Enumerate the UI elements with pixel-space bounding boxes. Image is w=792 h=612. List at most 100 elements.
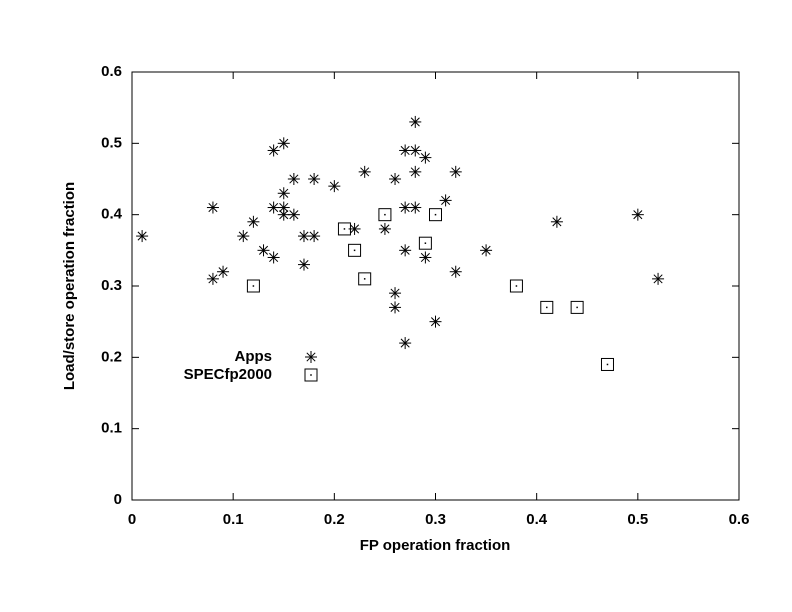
x-axis-label: FP operation fraction <box>360 537 511 554</box>
data-point <box>277 208 290 221</box>
marker-stroke <box>238 231 248 241</box>
data-point <box>570 300 584 314</box>
data-point <box>631 208 644 221</box>
data-point <box>600 357 614 371</box>
marker-dot <box>363 278 366 280</box>
marker-dot <box>576 306 578 309</box>
data-point <box>439 194 452 207</box>
x-tick-label: 0.1 <box>223 511 244 528</box>
marker-stroke <box>653 274 663 284</box>
y-axis-label: Load/store operation fraction <box>61 182 78 390</box>
data-point <box>449 265 462 278</box>
marker-stroke <box>390 302 400 312</box>
marker-stroke <box>309 174 319 184</box>
data-point <box>550 215 563 228</box>
y-tick-label: 0.5 <box>101 134 122 151</box>
data-point <box>419 151 432 164</box>
marker-stroke <box>410 117 420 127</box>
marker-dot <box>384 213 386 216</box>
legend-marker <box>305 351 317 363</box>
data-point <box>389 287 402 300</box>
marker-stroke <box>441 195 451 205</box>
data-point <box>217 265 230 278</box>
data-point <box>358 165 371 178</box>
marker-stroke <box>248 217 258 227</box>
marker-box <box>337 222 351 236</box>
data-point <box>308 173 321 185</box>
marker-stroke <box>451 167 461 177</box>
y-tick-label: 0.4 <box>101 206 123 223</box>
marker-stroke <box>390 174 400 184</box>
marker-stroke <box>430 317 441 327</box>
marker-stroke <box>306 352 316 362</box>
marker-box <box>358 272 372 286</box>
marker-stroke <box>481 245 491 255</box>
data-point <box>277 187 290 200</box>
marker-dot <box>343 228 346 230</box>
marker-stroke <box>420 153 430 163</box>
marker-dot <box>353 249 356 252</box>
data-point <box>399 337 412 350</box>
legend-label: Apps <box>235 348 273 365</box>
x-tick-label: 0.4 <box>526 511 548 528</box>
marker-stroke <box>420 252 430 263</box>
marker-stroke <box>309 231 319 241</box>
marker-stroke <box>410 145 420 156</box>
data-point <box>267 251 280 264</box>
marker-stroke <box>279 188 289 198</box>
y-tick-label: 0.2 <box>101 348 122 365</box>
data-point <box>308 230 321 243</box>
marker-dot <box>424 242 427 244</box>
marker-stroke <box>360 167 370 177</box>
data-point <box>480 244 493 257</box>
marker-dot <box>515 285 518 287</box>
data-point <box>287 173 300 185</box>
y-tick-label: 0 <box>114 491 122 508</box>
data-point <box>247 215 260 228</box>
x-tick-label: 0.5 <box>627 511 648 528</box>
data-point <box>337 222 351 236</box>
marker-dot <box>606 363 609 366</box>
marker-box <box>246 279 260 293</box>
marker-stroke <box>299 231 309 241</box>
data-point <box>409 201 422 214</box>
marker-dot <box>434 213 437 216</box>
marker-box <box>348 243 362 257</box>
data-point <box>509 279 523 293</box>
data-point <box>267 201 280 214</box>
data-point <box>652 272 665 285</box>
marker-stroke <box>269 145 279 156</box>
data-point <box>237 230 250 243</box>
data-point <box>297 258 310 271</box>
data-point <box>429 315 442 328</box>
marker-stroke <box>269 202 279 213</box>
marker-stroke <box>279 210 289 220</box>
marker-box <box>570 300 584 314</box>
marker-box <box>540 300 554 314</box>
marker-stroke <box>218 267 228 277</box>
data-point <box>389 301 402 314</box>
data-point <box>277 137 290 150</box>
marker-box <box>509 279 523 293</box>
x-tick-label: 0 <box>128 511 136 528</box>
marker-dot <box>310 374 312 376</box>
data-point <box>328 180 341 193</box>
data-point <box>378 208 392 222</box>
data-point <box>399 201 412 214</box>
marker-stroke <box>400 202 410 213</box>
legend-label: SPECfp2000 <box>184 366 272 383</box>
data-point <box>358 272 372 286</box>
data-point <box>418 236 432 250</box>
y-tick-label: 0.1 <box>101 420 122 437</box>
data-point <box>246 279 260 293</box>
marker-stroke <box>350 224 360 234</box>
data-point <box>257 244 270 257</box>
data-point <box>206 272 219 285</box>
marker-box <box>418 236 432 250</box>
marker-stroke <box>400 245 410 255</box>
data-point <box>206 201 219 214</box>
data-point <box>409 144 422 157</box>
marker-stroke <box>208 274 218 284</box>
data-point <box>136 230 149 243</box>
